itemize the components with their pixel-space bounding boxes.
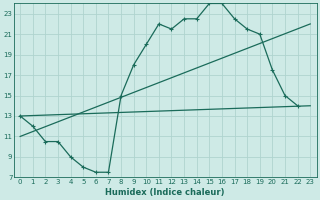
X-axis label: Humidex (Indice chaleur): Humidex (Indice chaleur) <box>106 188 225 197</box>
